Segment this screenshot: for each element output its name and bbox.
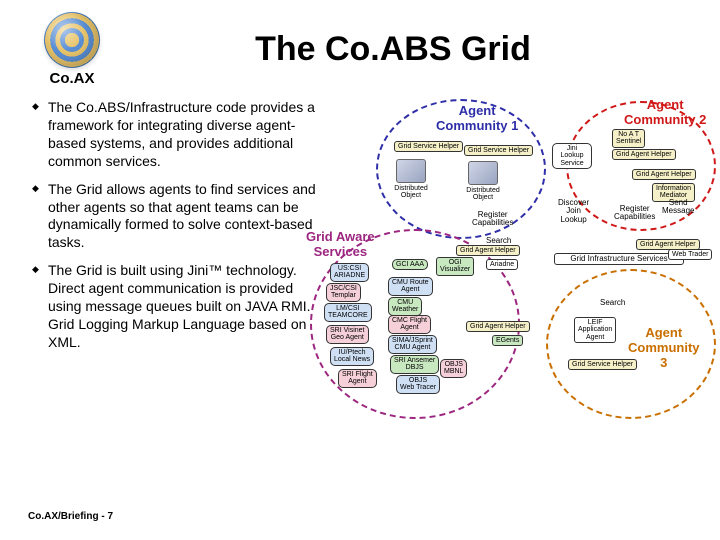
annot-register-caps: RegisterCapabilities (472, 211, 513, 228)
annot-send-message: SendMessage (662, 199, 694, 216)
node-grid-service-helper: Grid Service Helper (568, 359, 637, 370)
label-community-3: AgentCommunity3 (628, 325, 700, 370)
logo-label: Co.AX (50, 70, 95, 87)
service-node: US:CSIARIADNE (330, 263, 369, 282)
node-ariadne: Ariadne (486, 259, 518, 270)
service-node: OBJSMBNL (440, 359, 467, 378)
service-node: SIMA/JSprintCMU Agent (388, 335, 437, 354)
label-grid-aware-services: Grid AwareServices (306, 229, 375, 259)
service-node: IU/PtechLocal News (330, 347, 374, 366)
label-community-2: AgentCommunity 2 (624, 97, 706, 127)
slide-header: Co.AX The Co.ABS Grid (0, 0, 720, 91)
bullet-item: The Grid is built using Jini™ technology… (32, 262, 330, 352)
label-distributed-object: DistributedObject (462, 187, 504, 201)
service-node: JSC/CSITemplar (326, 283, 361, 302)
service-node: SRI AnsemerDBJS (390, 355, 439, 374)
service-node: SRI FlightAgent (338, 369, 377, 388)
annot-register-caps-2: RegisterCapabilities (614, 205, 655, 222)
distributed-object-icon (396, 159, 426, 183)
slide-title: The Co.ABS Grid (134, 30, 692, 69)
architecture-diagram: AgentCommunity 1 AgentCommunity 2 AgentC… (336, 99, 710, 429)
node-grid-infrastructure-services: Grid Infrastructure Services (554, 253, 684, 265)
node-grid-agent-helper: Grid Agent Helper (456, 245, 520, 256)
node-grid-agent-helper: Grid Agent Helper (632, 169, 696, 180)
bullet-item: The Co.ABS/Infrastructure code provides … (32, 99, 330, 171)
slide-content: The Co.ABS/Infrastructure code provides … (0, 91, 720, 429)
label-distributed-object: DistributedObject (390, 185, 432, 199)
service-node: SRI VisinetGeo Agent (326, 325, 369, 344)
node-jini-lookup: JiniLookupService (552, 143, 592, 169)
node-grid-service-helper-2: Grid Service Helper (464, 145, 533, 156)
service-node: CMC FlightAgent (388, 315, 431, 334)
globe-icon (44, 12, 100, 68)
distributed-object-icon (468, 161, 498, 185)
service-node: LM/CSITEAMCORE (324, 303, 372, 322)
service-node: GCI AAA (392, 259, 428, 270)
service-node: CMU RouteAgent (388, 277, 433, 296)
annot-search-2: Search (600, 299, 625, 307)
node-noat-sentinel: No A TSentinel (612, 129, 645, 148)
service-node: OBJSWeb Tracer (396, 375, 440, 394)
logo: Co.AX (28, 12, 116, 87)
node-grid-agent-helper: Grid Agent Helper (612, 149, 676, 160)
label-community-1: AgentCommunity 1 (436, 103, 518, 133)
bullet-item: The Grid allows agents to find services … (32, 181, 330, 253)
slide-footer: Co.AX/Briefing - 7 (28, 511, 113, 522)
node-web-trader: Web Trader (668, 249, 712, 260)
node-egents: EGents (492, 335, 523, 346)
node-grid-service-helper: Grid Service Helper (394, 141, 463, 152)
node-leif: LEIFApplicationAgent (574, 317, 616, 343)
node-ogi-visualizer: OGIVisualizer (436, 257, 474, 276)
service-node: CMUWeather (388, 297, 422, 316)
annot-discover-join-lookup: DiscoverJoinLookup (558, 199, 589, 224)
bullet-list: The Co.ABS/Infrastructure code provides … (32, 99, 330, 429)
node-grid-agent-helper: Grid Agent Helper (466, 321, 530, 332)
